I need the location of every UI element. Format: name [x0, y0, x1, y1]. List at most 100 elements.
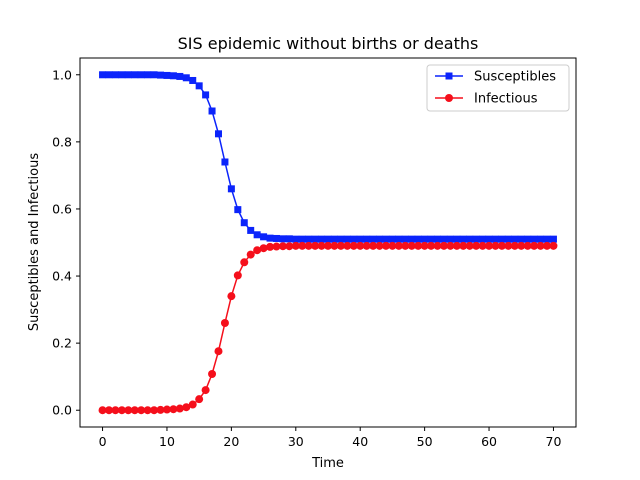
legend-label-susceptibles: Susceptibles: [474, 70, 556, 85]
data-point-susceptibles: [124, 71, 132, 79]
data-point-infectious: [401, 241, 410, 250]
data-point-infectious: [259, 244, 268, 253]
data-point-susceptibles: [388, 235, 396, 243]
data-point-infectious: [420, 241, 429, 250]
data-point-infectious: [427, 241, 436, 250]
data-point-infectious: [517, 241, 526, 250]
data-point-susceptibles: [511, 235, 519, 243]
data-point-susceptibles: [343, 235, 351, 243]
x-tick-label: 40: [352, 434, 368, 449]
data-point-susceptibles: [234, 206, 242, 214]
data-point-susceptibles: [330, 235, 338, 243]
data-point-susceptibles: [157, 71, 165, 79]
data-point-susceptibles: [318, 235, 326, 243]
data-point-infectious: [549, 241, 558, 250]
data-point-infectious: [246, 250, 255, 259]
data-point-infectious: [407, 241, 416, 250]
data-point-infectious: [414, 241, 423, 250]
data-point-susceptibles: [524, 235, 532, 243]
data-point-susceptibles: [202, 91, 210, 99]
data-point-susceptibles: [459, 235, 467, 243]
data-point-infectious: [298, 241, 307, 250]
x-axis-label: Time: [311, 456, 344, 471]
data-point-susceptibles: [195, 82, 203, 90]
data-point-infectious: [485, 241, 494, 250]
data-point-infectious: [369, 241, 378, 250]
data-point-infectious: [208, 370, 217, 378]
x-tick-label: 50: [417, 434, 433, 449]
data-point-susceptibles: [491, 235, 499, 243]
data-point-susceptibles: [466, 235, 474, 243]
data-point-susceptibles: [163, 71, 171, 79]
x-tick-label: 60: [481, 434, 497, 449]
data-point-infectious: [543, 241, 552, 250]
data-point-infectious: [497, 241, 506, 250]
y-tick-label: 1.0: [52, 67, 72, 82]
data-point-infectious: [472, 241, 481, 250]
y-axis-label: Susceptibles and Infectious: [27, 153, 42, 331]
x-tick-label: 0: [99, 434, 107, 449]
data-point-susceptibles: [414, 235, 422, 243]
data-point-susceptibles: [427, 235, 435, 243]
legend-marker-infectious: [445, 94, 453, 102]
data-point-infectious: [175, 404, 184, 413]
data-point-infectious: [98, 406, 107, 415]
data-point-susceptibles: [446, 235, 454, 243]
data-point-susceptibles: [434, 235, 442, 243]
x-tick-label: 30: [288, 434, 304, 449]
data-point-susceptibles: [421, 235, 429, 243]
data-point-infectious: [381, 241, 390, 250]
data-point-susceptibles: [543, 235, 551, 243]
data-point-susceptibles: [150, 71, 158, 79]
data-point-susceptibles: [253, 231, 261, 239]
data-point-infectious: [220, 319, 229, 328]
data-point-infectious: [227, 292, 236, 301]
data-point-susceptibles: [240, 219, 248, 227]
y-tick-label: 0.4: [52, 269, 72, 284]
data-point-infectious: [536, 241, 545, 250]
data-point-susceptibles: [131, 71, 139, 79]
data-point-infectious: [491, 241, 500, 250]
data-point-susceptibles: [440, 235, 448, 243]
data-point-infectious: [311, 241, 320, 250]
data-point-infectious: [304, 241, 313, 250]
y-tick-label: 0.8: [52, 134, 72, 149]
data-point-infectious: [201, 386, 210, 395]
data-point-infectious: [214, 347, 223, 356]
data-point-infectious: [117, 406, 126, 415]
data-point-infectious: [349, 241, 358, 250]
data-point-susceptibles: [479, 235, 487, 243]
y-tick-label: 0.2: [52, 336, 72, 351]
data-point-infectious: [394, 241, 403, 250]
data-point-infectious: [291, 241, 300, 250]
data-point-infectious: [169, 405, 178, 414]
data-point-susceptibles: [247, 226, 255, 234]
data-point-susceptibles: [401, 235, 409, 243]
data-point-infectious: [375, 241, 384, 250]
data-point-susceptibles: [537, 235, 545, 243]
data-point-susceptibles: [182, 74, 190, 82]
data-point-infectious: [330, 241, 339, 250]
data-point-infectious: [504, 241, 513, 250]
data-point-susceptibles: [169, 72, 177, 80]
data-point-infectious: [111, 406, 120, 415]
data-point-susceptibles: [369, 235, 377, 243]
data-point-susceptibles: [260, 233, 268, 241]
data-point-infectious: [143, 406, 152, 415]
data-point-infectious: [324, 241, 332, 250]
data-point-susceptibles: [530, 235, 538, 243]
data-point-susceptibles: [221, 158, 229, 166]
data-point-susceptibles: [208, 107, 216, 115]
data-point-infectious: [233, 271, 242, 280]
data-point-susceptibles: [472, 235, 480, 243]
data-point-infectious: [388, 241, 397, 250]
data-point-infectious: [465, 241, 474, 250]
data-point-infectious: [459, 241, 468, 250]
data-point-infectious: [530, 241, 539, 250]
data-point-infectious: [104, 406, 113, 415]
data-point-infectious: [240, 258, 249, 267]
data-point-susceptibles: [498, 235, 506, 243]
legend-label-infectious: Infectious: [474, 92, 538, 107]
data-point-susceptibles: [144, 71, 152, 79]
